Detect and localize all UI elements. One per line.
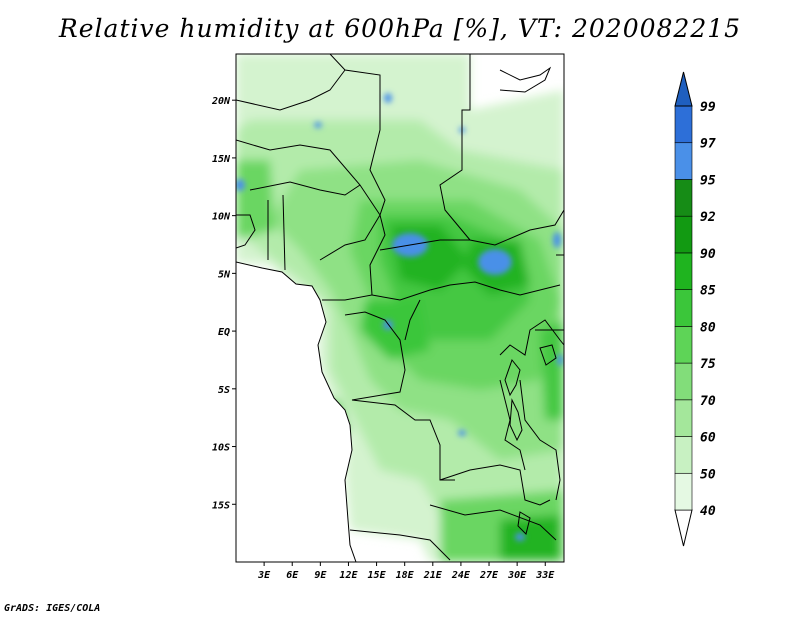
map-title: Relative humidity at 600hPa [%], VT: 202… bbox=[58, 14, 742, 43]
map-frame bbox=[235, 53, 565, 563]
colorbar-low-arrow bbox=[674, 509, 693, 547]
colorbar-segment bbox=[674, 472, 693, 511]
colorbar-segment bbox=[674, 215, 693, 254]
colorbar-label: 70 bbox=[700, 394, 716, 409]
lon-tick-label: 9E bbox=[314, 570, 327, 581]
lon-tick-label: 18E bbox=[396, 570, 415, 581]
lat-tick-label: 15S bbox=[212, 500, 230, 511]
colorbar-segment bbox=[674, 252, 693, 290]
lon-tick-label: 3E bbox=[257, 570, 271, 581]
ocean bbox=[236, 262, 356, 562]
colorbar-label: 95 bbox=[700, 173, 716, 188]
colorbar-label: 50 bbox=[700, 467, 716, 482]
map-panel bbox=[236, 54, 564, 562]
colorbar-label: 80 bbox=[700, 320, 716, 335]
colorbar-label: 99 bbox=[700, 100, 716, 115]
lat-tick-label: 10N bbox=[212, 212, 231, 223]
colorbar-segment bbox=[674, 142, 693, 180]
lon-tick-label: 30E bbox=[507, 570, 527, 581]
colorbar-segment bbox=[674, 326, 693, 364]
grads-credit: GrADS: IGES/COLA bbox=[4, 603, 101, 614]
lat-tick-label: 20N bbox=[211, 96, 231, 107]
lon-tick-label: 33E bbox=[535, 570, 555, 581]
lakes bbox=[504, 344, 557, 535]
colorbar-segment bbox=[674, 399, 693, 437]
colorbar-segment bbox=[674, 179, 693, 217]
colorbar-label: 90 bbox=[700, 247, 716, 262]
colorbar-label: 40 bbox=[700, 504, 716, 519]
lat-tick-label: 5N bbox=[218, 269, 231, 280]
lon-tick-label: 27E bbox=[479, 570, 499, 581]
lon-tick-label: 12E bbox=[339, 570, 358, 581]
colorbar-segment bbox=[674, 436, 693, 474]
lat-axis: 20N 15N 10N 5N EQ 5S 10S 15S bbox=[211, 96, 236, 511]
colorbar-label: 60 bbox=[700, 431, 716, 446]
lat-tick-label: EQ bbox=[218, 327, 230, 338]
lon-axis: 3E 6E 9E 12E 15E 18E 21E 24E 27E 30E 33E bbox=[257, 562, 555, 581]
country-borders bbox=[236, 54, 564, 562]
colorbar-label: 75 bbox=[700, 357, 716, 372]
colorbar-segment bbox=[674, 105, 693, 144]
colorbar-segment bbox=[674, 289, 693, 327]
lat-tick-label: 15N bbox=[212, 154, 231, 165]
colorbar-label: 97 bbox=[700, 137, 716, 152]
colorbar-label: 85 bbox=[700, 284, 716, 299]
colorbar: 40 50 60 70 75 80 85 90 92 95 97 99 bbox=[674, 71, 716, 547]
colorbar-segment bbox=[674, 362, 693, 401]
lat-tick-label: 5S bbox=[218, 385, 230, 396]
colorbar-label: 92 bbox=[700, 210, 716, 225]
colorbar-high-arrow bbox=[674, 71, 693, 107]
lon-tick-label: 21E bbox=[423, 570, 443, 581]
lat-tick-label: 10S bbox=[212, 443, 230, 454]
lon-tick-label: 24E bbox=[451, 570, 471, 581]
lon-tick-label: 15E bbox=[368, 570, 387, 581]
lon-tick-label: 6E bbox=[286, 570, 299, 581]
